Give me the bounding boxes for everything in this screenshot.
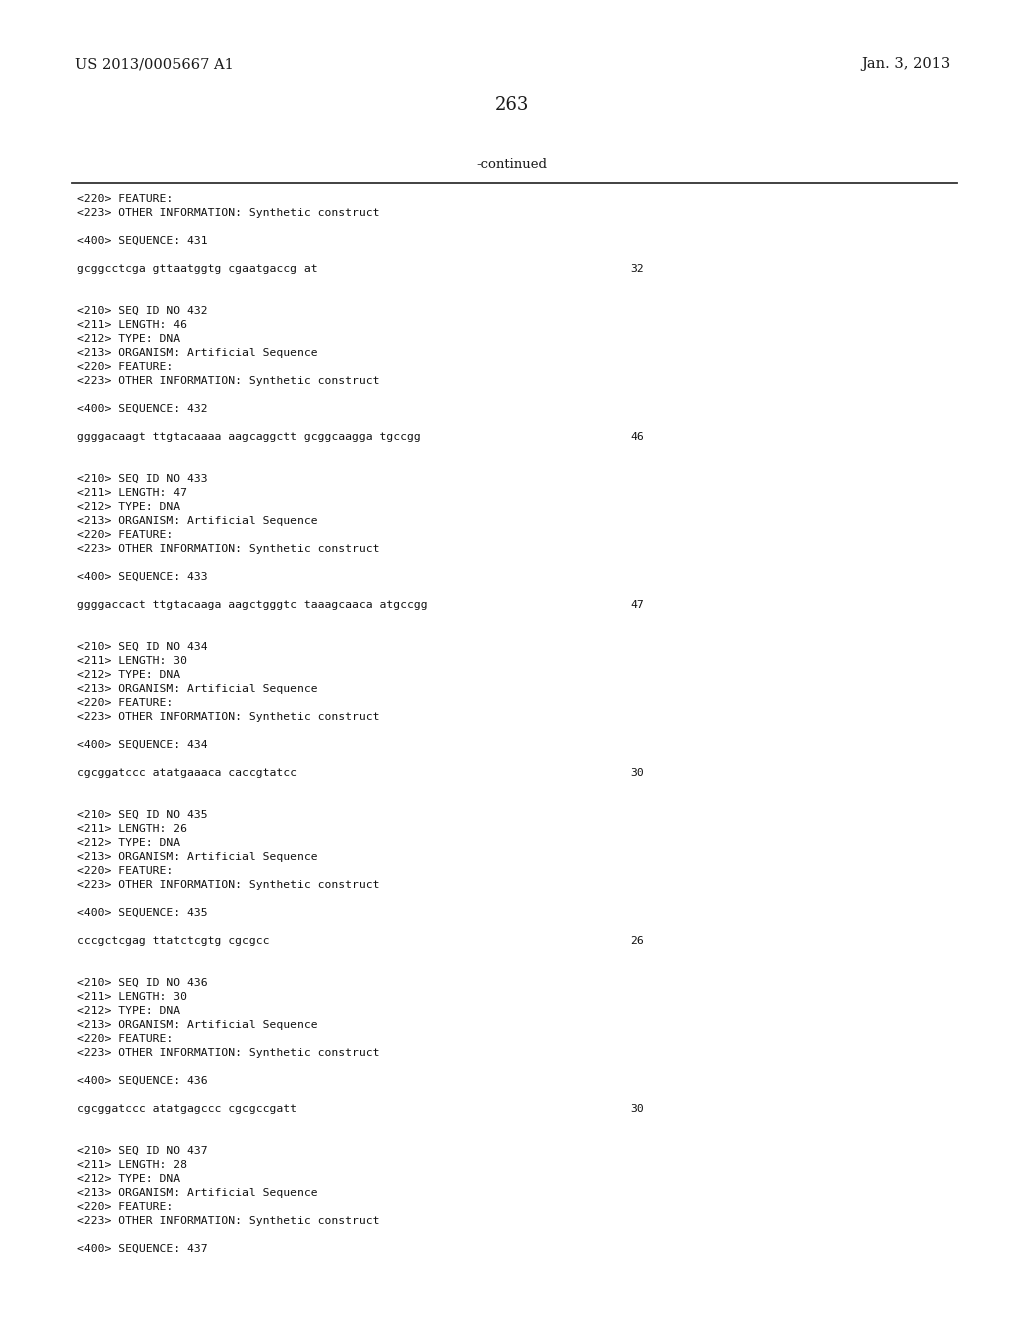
Text: ggggacaagt ttgtacaaaa aagcaggctt gcggcaagga tgccgg: ggggacaagt ttgtacaaaa aagcaggctt gcggcaa… bbox=[77, 432, 421, 442]
Text: <220> FEATURE:: <220> FEATURE: bbox=[77, 1034, 173, 1044]
Text: <213> ORGANISM: Artificial Sequence: <213> ORGANISM: Artificial Sequence bbox=[77, 851, 317, 862]
Text: <210> SEQ ID NO 434: <210> SEQ ID NO 434 bbox=[77, 642, 208, 652]
Text: <213> ORGANISM: Artificial Sequence: <213> ORGANISM: Artificial Sequence bbox=[77, 1020, 317, 1030]
Text: <213> ORGANISM: Artificial Sequence: <213> ORGANISM: Artificial Sequence bbox=[77, 516, 317, 525]
Text: <400> SEQUENCE: 432: <400> SEQUENCE: 432 bbox=[77, 404, 208, 414]
Text: <210> SEQ ID NO 432: <210> SEQ ID NO 432 bbox=[77, 306, 208, 315]
Text: <400> SEQUENCE: 431: <400> SEQUENCE: 431 bbox=[77, 236, 208, 246]
Text: <212> TYPE: DNA: <212> TYPE: DNA bbox=[77, 671, 180, 680]
Text: cgcggatccc atatgagccc cgcgccgatt: cgcggatccc atatgagccc cgcgccgatt bbox=[77, 1104, 297, 1114]
Text: <223> OTHER INFORMATION: Synthetic construct: <223> OTHER INFORMATION: Synthetic const… bbox=[77, 1216, 380, 1226]
Text: <211> LENGTH: 26: <211> LENGTH: 26 bbox=[77, 824, 187, 834]
Text: <400> SEQUENCE: 437: <400> SEQUENCE: 437 bbox=[77, 1243, 208, 1254]
Text: <223> OTHER INFORMATION: Synthetic construct: <223> OTHER INFORMATION: Synthetic const… bbox=[77, 209, 380, 218]
Text: <220> FEATURE:: <220> FEATURE: bbox=[77, 531, 173, 540]
Text: 26: 26 bbox=[630, 936, 644, 946]
Text: cgcggatccc atatgaaaca caccgtatcc: cgcggatccc atatgaaaca caccgtatcc bbox=[77, 768, 297, 777]
Text: 47: 47 bbox=[630, 601, 644, 610]
Text: <223> OTHER INFORMATION: Synthetic construct: <223> OTHER INFORMATION: Synthetic const… bbox=[77, 544, 380, 554]
Text: <212> TYPE: DNA: <212> TYPE: DNA bbox=[77, 1173, 180, 1184]
Text: US 2013/0005667 A1: US 2013/0005667 A1 bbox=[75, 57, 233, 71]
Text: <220> FEATURE:: <220> FEATURE: bbox=[77, 194, 173, 205]
Text: <211> LENGTH: 30: <211> LENGTH: 30 bbox=[77, 993, 187, 1002]
Text: cccgctcgag ttatctcgtg cgcgcc: cccgctcgag ttatctcgtg cgcgcc bbox=[77, 936, 269, 946]
Text: <210> SEQ ID NO 433: <210> SEQ ID NO 433 bbox=[77, 474, 208, 484]
Text: gcggcctcga gttaatggtg cgaatgaccg at: gcggcctcga gttaatggtg cgaatgaccg at bbox=[77, 264, 317, 275]
Text: <213> ORGANISM: Artificial Sequence: <213> ORGANISM: Artificial Sequence bbox=[77, 348, 317, 358]
Text: <220> FEATURE:: <220> FEATURE: bbox=[77, 698, 173, 708]
Text: <213> ORGANISM: Artificial Sequence: <213> ORGANISM: Artificial Sequence bbox=[77, 684, 317, 694]
Text: 30: 30 bbox=[630, 1104, 644, 1114]
Text: 30: 30 bbox=[630, 768, 644, 777]
Text: <223> OTHER INFORMATION: Synthetic construct: <223> OTHER INFORMATION: Synthetic const… bbox=[77, 880, 380, 890]
Text: <210> SEQ ID NO 435: <210> SEQ ID NO 435 bbox=[77, 810, 208, 820]
Text: <211> LENGTH: 46: <211> LENGTH: 46 bbox=[77, 319, 187, 330]
Text: -continued: -continued bbox=[476, 158, 548, 172]
Text: <223> OTHER INFORMATION: Synthetic construct: <223> OTHER INFORMATION: Synthetic const… bbox=[77, 376, 380, 385]
Text: ggggaccact ttgtacaaga aagctgggtc taaagcaaca atgccgg: ggggaccact ttgtacaaga aagctgggtc taaagca… bbox=[77, 601, 428, 610]
Text: <210> SEQ ID NO 437: <210> SEQ ID NO 437 bbox=[77, 1146, 208, 1156]
Text: <223> OTHER INFORMATION: Synthetic construct: <223> OTHER INFORMATION: Synthetic const… bbox=[77, 711, 380, 722]
Text: <211> LENGTH: 47: <211> LENGTH: 47 bbox=[77, 488, 187, 498]
Text: <220> FEATURE:: <220> FEATURE: bbox=[77, 866, 173, 876]
Text: <212> TYPE: DNA: <212> TYPE: DNA bbox=[77, 1006, 180, 1016]
Text: <210> SEQ ID NO 436: <210> SEQ ID NO 436 bbox=[77, 978, 208, 987]
Text: <211> LENGTH: 28: <211> LENGTH: 28 bbox=[77, 1160, 187, 1170]
Text: <223> OTHER INFORMATION: Synthetic construct: <223> OTHER INFORMATION: Synthetic const… bbox=[77, 1048, 380, 1059]
Text: <400> SEQUENCE: 435: <400> SEQUENCE: 435 bbox=[77, 908, 208, 917]
Text: 46: 46 bbox=[630, 432, 644, 442]
Text: <400> SEQUENCE: 436: <400> SEQUENCE: 436 bbox=[77, 1076, 208, 1086]
Text: <220> FEATURE:: <220> FEATURE: bbox=[77, 1203, 173, 1212]
Text: 32: 32 bbox=[630, 264, 644, 275]
Text: 263: 263 bbox=[495, 96, 529, 114]
Text: <212> TYPE: DNA: <212> TYPE: DNA bbox=[77, 334, 180, 345]
Text: <213> ORGANISM: Artificial Sequence: <213> ORGANISM: Artificial Sequence bbox=[77, 1188, 317, 1199]
Text: Jan. 3, 2013: Jan. 3, 2013 bbox=[861, 57, 950, 71]
Text: <212> TYPE: DNA: <212> TYPE: DNA bbox=[77, 838, 180, 847]
Text: <400> SEQUENCE: 433: <400> SEQUENCE: 433 bbox=[77, 572, 208, 582]
Text: <400> SEQUENCE: 434: <400> SEQUENCE: 434 bbox=[77, 741, 208, 750]
Text: <212> TYPE: DNA: <212> TYPE: DNA bbox=[77, 502, 180, 512]
Text: <220> FEATURE:: <220> FEATURE: bbox=[77, 362, 173, 372]
Text: <211> LENGTH: 30: <211> LENGTH: 30 bbox=[77, 656, 187, 667]
